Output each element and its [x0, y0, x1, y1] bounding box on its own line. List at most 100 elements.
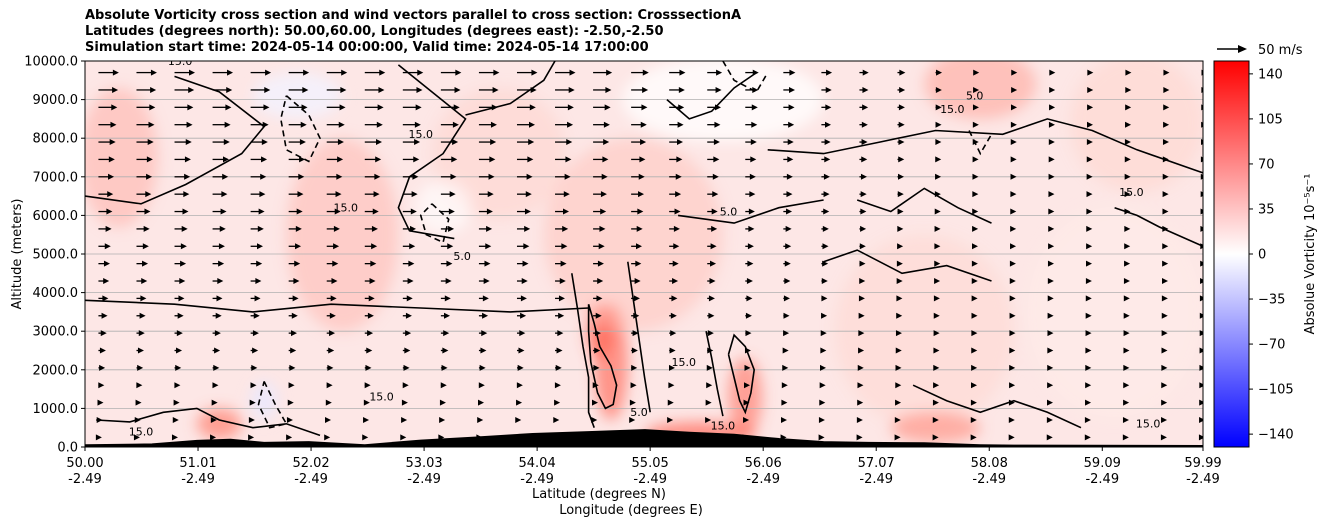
wind-vector-head [971, 364, 978, 371]
wind-vector-head [375, 156, 382, 163]
wind-vector-head [899, 86, 906, 93]
contour-label: 15.0 [1069, 51, 1094, 64]
wind-vector-head [448, 225, 455, 232]
wind-vector-head [1085, 278, 1092, 285]
wind-vector-head [485, 243, 492, 250]
y-tick-label: 0.0 [57, 441, 78, 456]
wind-vector-head [782, 364, 789, 371]
wind-vector-head [597, 260, 604, 267]
wind-vector-head [935, 104, 942, 111]
wind-vector-head [1010, 225, 1017, 232]
wind-vector-head [1161, 347, 1168, 354]
wind-vector-head [1124, 191, 1131, 198]
wind-vector-head [897, 225, 904, 232]
wind-vector-head [210, 416, 217, 423]
contour-line-negative [968, 130, 993, 156]
wind-vector-head [603, 121, 610, 128]
wind-vector-head [822, 225, 829, 232]
wind-vector-head [786, 208, 793, 215]
wind-vector-head [1048, 208, 1055, 215]
wind-vector-head [1086, 173, 1093, 180]
wind-vector-head [185, 139, 192, 146]
wind-vector-head [1009, 347, 1016, 354]
wind-vector-head [1200, 191, 1203, 198]
wind-vector-head [1162, 243, 1169, 250]
wind-vector-head [1085, 347, 1092, 354]
wind-vector-head [133, 434, 140, 441]
wind-vector-head [327, 364, 334, 371]
y-tick-label: 8000.0 [33, 132, 79, 147]
wind-vector-head [453, 104, 460, 111]
wind-vector-head [640, 121, 647, 128]
wind-vector-head [439, 416, 446, 423]
wind-vector-head [1085, 295, 1092, 302]
terrain-silhouette [85, 429, 1203, 447]
wind-vector-head [374, 173, 381, 180]
x-tick-label-longitude: -2.49 [1186, 472, 1220, 487]
wind-vector-head [788, 86, 795, 93]
wind-vector-head [407, 278, 414, 285]
wind-vector-head [1085, 364, 1092, 371]
contour-line-positive [627, 261, 651, 413]
wind-vector-head [788, 121, 795, 128]
wind-vector-head [1010, 156, 1017, 163]
wind-vector-head [372, 208, 379, 215]
wind-vector-head [1047, 295, 1054, 302]
wind-vector-head [933, 347, 940, 354]
wind-vector-head [177, 312, 184, 319]
wind-vector-head [668, 382, 675, 389]
wind-vector-head [591, 416, 598, 423]
wind-vector-head [292, 295, 299, 302]
wind-vector-head [819, 399, 826, 406]
wind-vector-head [1010, 208, 1017, 215]
wind-vector-head [786, 173, 793, 180]
wind-vector-head [786, 191, 793, 198]
wind-vector-head [818, 434, 825, 441]
wind-vector-head [1123, 399, 1130, 406]
wind-vector-head [371, 225, 378, 232]
wind-vector-head [1200, 243, 1203, 250]
contour-line-positive [571, 273, 595, 428]
wind-vector-head [180, 260, 187, 267]
wind-vector-head [519, 330, 526, 337]
wind-vector-head [253, 312, 260, 319]
wind-vector-head [973, 69, 980, 76]
wind-vector-head [107, 191, 114, 198]
wind-vector-head [824, 121, 831, 128]
wind-vector-head [446, 260, 453, 267]
colorbar-tick-label: −105 [1258, 383, 1294, 398]
wind-vector-head [325, 399, 332, 406]
wind-vector-head [564, 173, 571, 180]
contour-line-negative [279, 95, 321, 163]
wind-vector-head [823, 173, 830, 180]
wind-vector-head [224, 121, 231, 128]
wind-vector-head [517, 364, 524, 371]
contour-label: 15.0 [1136, 418, 1161, 431]
wind-vector-head [972, 173, 979, 180]
wind-vector-head [821, 312, 828, 319]
wind-vector-head [970, 416, 977, 423]
wind-vector-head [478, 382, 485, 389]
wind-vector-head [338, 121, 345, 128]
wind-vector-head [857, 382, 864, 389]
wind-vector-head [708, 312, 715, 319]
wind-vector-head [556, 347, 563, 354]
wind-vector-head [262, 121, 269, 128]
wind-vector-head [452, 121, 459, 128]
wind-vector-head [178, 295, 185, 302]
wind-vector-head [286, 416, 293, 423]
wind-vector-head [1200, 156, 1203, 163]
wind-vector-head [1199, 399, 1203, 406]
wind-vector-head [179, 278, 186, 285]
wind-vector-head [675, 191, 682, 198]
wind-vector-head [859, 243, 866, 250]
wind-vector-head [862, 86, 869, 93]
wind-vector-head [1162, 260, 1169, 267]
wind-vector-head [373, 191, 380, 198]
wind-vector-head [895, 364, 902, 371]
wind-vector-head [438, 434, 445, 441]
wind-vector-head [972, 139, 979, 146]
x-axis-label-longitude: Longitude (degrees E) [559, 503, 703, 518]
wind-vector-head [333, 225, 340, 232]
wind-vector-head [674, 208, 681, 215]
